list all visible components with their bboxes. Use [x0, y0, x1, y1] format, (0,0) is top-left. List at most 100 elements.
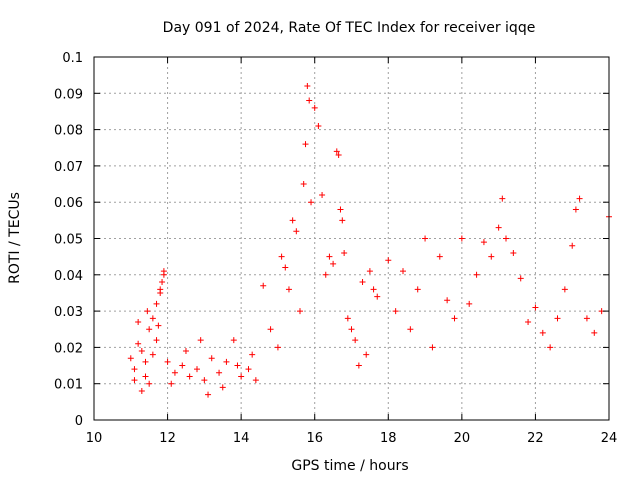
data-point	[359, 279, 366, 286]
data-point	[532, 304, 539, 311]
data-point	[186, 373, 193, 380]
data-point	[153, 300, 160, 307]
data-point	[429, 344, 436, 351]
data-point	[216, 369, 223, 376]
data-point	[234, 362, 241, 369]
data-point	[131, 366, 138, 373]
y-tick-label: 0.07	[54, 160, 83, 175]
data-point	[400, 268, 406, 275]
data-point	[208, 355, 215, 362]
data-point	[370, 286, 377, 293]
data-point	[300, 181, 307, 188]
data-point	[297, 308, 303, 315]
x-tick-label: 16	[306, 431, 323, 446]
data-point	[149, 315, 156, 322]
data-point	[339, 217, 346, 224]
data-point	[157, 289, 164, 296]
data-point	[436, 253, 443, 260]
y-tick-label: 0.02	[54, 341, 83, 356]
data-point	[311, 104, 318, 111]
data-point	[194, 366, 200, 373]
data-point	[525, 318, 532, 325]
data-point	[135, 340, 142, 347]
data-point	[547, 344, 554, 351]
data-point	[304, 83, 311, 90]
data-point	[348, 326, 355, 333]
data-point	[135, 318, 142, 325]
data-point	[159, 279, 166, 286]
x-tick-label: 22	[527, 431, 544, 446]
data-point	[238, 373, 245, 380]
plot-frame	[93, 56, 610, 421]
data-point	[278, 253, 285, 260]
data-point	[363, 351, 370, 358]
data-point	[146, 380, 153, 387]
data-point	[201, 377, 208, 384]
x-tick-label: 10	[86, 431, 103, 446]
x-tick-label: 12	[159, 431, 176, 446]
data-point	[337, 206, 344, 213]
data-points	[127, 83, 612, 398]
data-point	[260, 282, 267, 289]
data-point	[168, 380, 175, 387]
data-point	[374, 293, 381, 300]
data-point	[488, 253, 495, 260]
data-point	[142, 373, 149, 380]
data-point	[344, 315, 351, 322]
grid-lines	[94, 57, 609, 420]
data-point	[252, 377, 259, 384]
data-point	[517, 275, 524, 282]
data-point	[249, 351, 256, 358]
data-point	[473, 271, 480, 278]
data-point	[230, 337, 237, 344]
data-point	[480, 239, 487, 246]
data-point	[138, 387, 145, 394]
data-point	[458, 235, 465, 242]
data-point	[155, 322, 162, 329]
data-point	[197, 337, 204, 344]
y-tick-label: 0.06	[54, 196, 83, 211]
data-point	[572, 206, 579, 213]
data-point	[495, 224, 502, 231]
data-point	[466, 300, 473, 307]
data-point	[414, 286, 421, 293]
data-point	[499, 195, 506, 202]
data-point	[315, 122, 322, 129]
data-point	[583, 315, 590, 322]
data-point	[149, 351, 156, 358]
data-point	[282, 264, 289, 271]
data-point	[561, 286, 568, 293]
data-point	[333, 148, 340, 155]
data-point	[330, 260, 337, 267]
data-point	[146, 326, 153, 333]
x-tick-label: 18	[380, 431, 397, 446]
data-point	[308, 199, 315, 206]
data-point	[385, 257, 392, 264]
data-point	[355, 362, 362, 369]
y-tick-label: 0.01	[54, 378, 83, 393]
y-tick-label: 0.03	[54, 305, 83, 320]
data-point	[205, 391, 212, 398]
data-point	[306, 97, 313, 104]
data-point	[171, 369, 178, 376]
data-point	[223, 358, 230, 365]
data-point	[293, 228, 300, 235]
data-point	[335, 152, 342, 159]
data-point	[131, 377, 138, 384]
data-point	[302, 141, 309, 148]
x-tick-label: 14	[233, 431, 250, 446]
data-point	[179, 362, 186, 369]
data-point	[164, 358, 171, 365]
data-point	[267, 326, 274, 333]
x-tick-label: 24	[601, 431, 618, 446]
data-point	[160, 268, 167, 275]
data-point	[274, 344, 281, 351]
data-point	[366, 268, 373, 275]
data-point	[503, 235, 509, 242]
data-point	[352, 337, 359, 344]
data-point	[142, 358, 149, 365]
axis-ticks	[93, 56, 610, 421]
y-tick-label: 0.09	[54, 87, 83, 102]
y-tick-label: 0.1	[62, 51, 83, 66]
